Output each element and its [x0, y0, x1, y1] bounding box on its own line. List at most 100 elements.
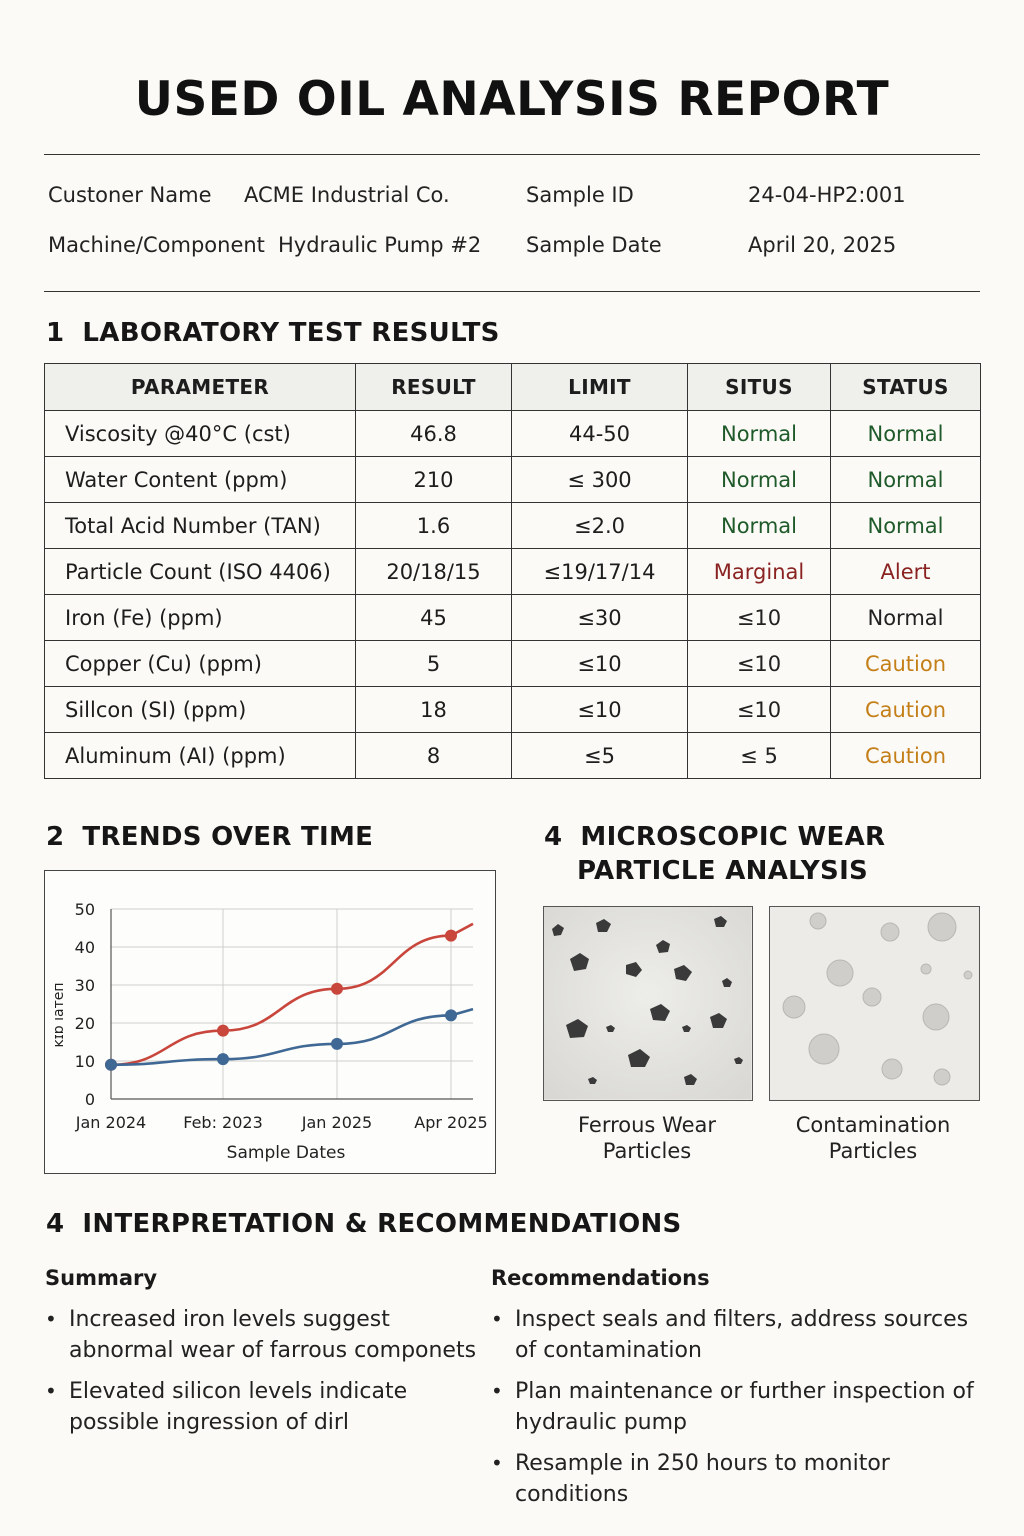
y-axis-label: ĸɪɒ ıaтeп	[51, 982, 67, 1047]
table-row: Copper (Cu) (ppm) 5 ≤10 ≤10 Caution	[44, 640, 981, 687]
report-title: USED OIL ANALYSIS REPORT	[134, 72, 890, 127]
series-line	[110, 922, 474, 1067]
y-tick-label: 0	[85, 1090, 95, 1109]
status-cell: Caution	[830, 640, 981, 687]
data-point	[445, 1009, 457, 1022]
list-item-text: Resample in 250 hours to monitor conditi…	[515, 1451, 890, 1507]
table-row: Water Content (ppm) 210 ≤ 300 Normal Normal	[44, 456, 981, 503]
sample-date-label: Sample Date	[526, 233, 662, 257]
situs-cell: ≤ 5	[687, 732, 831, 779]
table-row: Sillcon (SI) (ppm) 18 ≤10 ≤10 Caution	[44, 686, 981, 733]
list-item: Elevated silicon levels indicate possible…	[45, 1376, 485, 1438]
data-point	[217, 1053, 229, 1066]
trends-heading: 2 TRENDS OVER TIME	[46, 822, 373, 852]
micro-heading-line2: PARTICLE ANALYSIS	[577, 856, 869, 886]
sample-id-label: Sample ID	[526, 183, 634, 207]
y-tick-label: 30	[75, 976, 95, 995]
result-cell: 46.8	[355, 410, 512, 457]
status-cell: Normal	[830, 594, 981, 641]
contamination-caption: Contamination Particles	[769, 1112, 977, 1164]
recommendations-list: Inspect seals and filters, address sourc…	[491, 1304, 991, 1510]
recommendations-list-wrap: Inspect seals and filters, address sourc…	[491, 1304, 991, 1520]
x-tick-label: Apr 2025	[414, 1113, 487, 1132]
section-title-line1: MICROSCOPIC WEAR	[580, 822, 886, 852]
list-item: Increased iron levels suggest abnormal we…	[45, 1304, 485, 1366]
parameter-cell: Sillcon (SI) (ppm)	[44, 686, 356, 733]
machine-value: Hydraulic Pump #2	[278, 233, 482, 257]
limit-cell: ≤2.0	[511, 502, 688, 549]
header-status: STATUS	[830, 363, 981, 411]
parameter-cell: Copper (Cu) (ppm)	[44, 640, 356, 687]
ferrous-particles-micrograph	[544, 907, 751, 1099]
header-result: RESULT	[355, 363, 512, 411]
table-row: Particle Count (ISO 4406) 20/18/15 ≤19/17/…	[44, 548, 981, 595]
limit-cell: ≤5	[511, 732, 688, 779]
result-cell: 18	[355, 686, 512, 733]
limit-cell: ≤10	[511, 640, 688, 687]
info-divider	[44, 291, 980, 292]
table-row: Iron (Fe) (ppm) 45 ≤30 ≤10 Normal	[44, 594, 981, 641]
y-tick-label: 40	[75, 938, 95, 957]
status-cell: Normal	[830, 502, 981, 549]
section-title: INTERPRETATION & RECOMMENDATIONS	[82, 1209, 682, 1239]
micro-heading: 4 MICROSCOPIC WEAR	[544, 822, 885, 852]
limit-cell: ≤30	[511, 594, 688, 641]
limit-cell: ≤19/17/14	[511, 548, 688, 595]
data-point	[445, 929, 457, 942]
result-cell: 8	[355, 732, 512, 779]
result-cell: 45	[355, 594, 512, 641]
data-point	[105, 1058, 117, 1071]
table-row: Viscosity @40°C (cst) 46.8 44-50 Normal Norm…	[44, 410, 981, 457]
parameter-cell: Iron (Fe) (ppm)	[44, 594, 356, 641]
situs-cell: Normal	[687, 456, 831, 503]
table-row: Aluminum (AI) (ppm) 8 ≤5 ≤ 5 Caution	[44, 732, 981, 779]
limit-cell: ≤10	[511, 686, 688, 733]
situs-cell: Marginal	[687, 548, 831, 595]
summary-list: Increased iron levels suggest abnormal we…	[45, 1304, 485, 1438]
machine-label: Machine/Component	[48, 233, 265, 257]
section-title: LABORATORY TEST RESULTS	[82, 318, 500, 348]
sample-date-value: April 20, 2025	[748, 233, 897, 257]
list-item: Plan maintenance or further inspection o…	[491, 1376, 991, 1438]
situs-cell: ≤10	[687, 594, 831, 641]
section-title: TRENDS OVER TIME	[82, 822, 374, 852]
header-parameter: PARAMETER	[44, 363, 356, 411]
status-cell: Caution	[830, 732, 981, 779]
list-item-text: Inspect seals and filters, address sourc…	[515, 1307, 969, 1332]
limit-cell: ≤ 300	[511, 456, 688, 503]
parameter-cell: Particle Count (ISO 4406)	[44, 548, 356, 595]
list-item: Resample in 250 hours to monitor conditi…	[491, 1448, 991, 1510]
x-tick-label: Jan 2025	[301, 1113, 372, 1132]
list-item-text: abnormal wear of farrous componets	[69, 1338, 477, 1363]
header-limit: LIMIT	[511, 363, 688, 411]
data-point	[331, 982, 343, 995]
y-tick-label: 50	[75, 900, 95, 919]
list-item-text: Plan maintenance or further inspection o…	[515, 1379, 974, 1404]
recommendations-heading: Recommendations	[491, 1266, 710, 1290]
status-cell: Caution	[830, 686, 981, 733]
title-divider	[44, 154, 980, 155]
parameter-cell: Water Content (ppm)	[44, 456, 356, 503]
x-tick-label: Feb: 2023	[183, 1113, 263, 1132]
situs-cell: ≤10	[687, 640, 831, 687]
data-point	[331, 1037, 343, 1050]
result-cell: 1.6	[355, 502, 512, 549]
parameter-cell: Total Acid Number (TAN)	[44, 502, 356, 549]
contamination-particles-image	[769, 906, 980, 1101]
list-item-text: possible ingression of dirl	[69, 1410, 350, 1435]
table-body: Viscosity @40°C (cst) 46.8 44-50 Normal Norm…	[44, 410, 981, 779]
result-cell: 210	[355, 456, 512, 503]
list-item-text: Increased iron levels suggest	[69, 1307, 390, 1332]
situs-cell: Normal	[687, 410, 831, 457]
summary-heading: Summary	[45, 1266, 158, 1290]
x-tick-label: Jan 2024	[75, 1113, 146, 1132]
limit-cell: 44-50	[511, 410, 688, 457]
customer-value: ACME Industrial Co.	[244, 183, 450, 207]
lab-results-table: PARAMETER RESULT LIMIT SITUS STATUS Visc…	[44, 363, 981, 779]
series-line	[110, 1007, 474, 1067]
section-number: 4	[544, 822, 563, 852]
result-cell: 5	[355, 640, 512, 687]
ferrous-particles-image	[543, 906, 753, 1101]
list-item-text: Elevated silicon levels indicate	[69, 1379, 408, 1404]
parameter-cell: Viscosity @40°C (cst)	[44, 410, 356, 457]
